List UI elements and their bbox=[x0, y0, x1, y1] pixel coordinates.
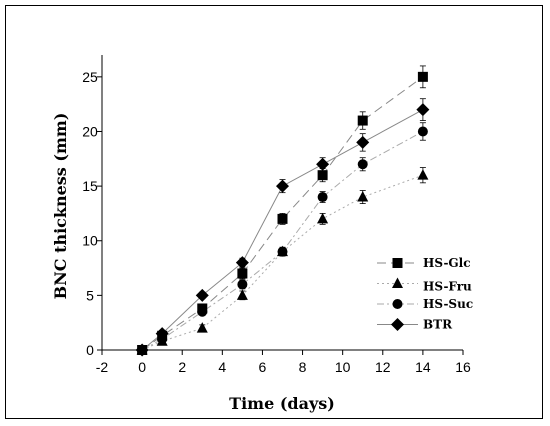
y-tick-label: 5 bbox=[86, 287, 94, 303]
data-point-hs-suc bbox=[277, 246, 288, 257]
data-point-hs-fru bbox=[417, 169, 429, 180]
legend-marker-hs-suc bbox=[392, 299, 403, 309]
data-point-hs-suc bbox=[237, 279, 248, 290]
data-point-btr bbox=[135, 343, 149, 357]
data-point-btr bbox=[276, 179, 289, 193]
x-axis-title: Time (days) bbox=[229, 394, 335, 413]
x-tick-label: 14 bbox=[415, 359, 431, 375]
y-tick-label: 0 bbox=[86, 342, 94, 358]
legend-label-hs-fru: HS-Fru bbox=[423, 280, 472, 294]
x-tick-label: 10 bbox=[335, 359, 351, 375]
series-line-hs-glc bbox=[141, 76, 424, 351]
series-line-hs-suc bbox=[141, 131, 424, 351]
y-axis-title: BNC thickness (mm) bbox=[51, 113, 70, 300]
data-point-hs-fru bbox=[196, 322, 208, 333]
data-point-hs-suc bbox=[357, 159, 368, 170]
legend-label-btr: BTR bbox=[423, 318, 453, 332]
y-tick-label: 25 bbox=[82, 69, 98, 85]
data-point-hs-suc bbox=[417, 126, 428, 137]
data-point-hs-glc bbox=[317, 170, 328, 181]
legend-marker-hs-glc bbox=[392, 258, 403, 268]
data-point-hs-glc bbox=[357, 115, 368, 126]
data-point-hs-suc bbox=[317, 192, 328, 203]
x-tick-label: 12 bbox=[375, 359, 391, 375]
legend-marker-hs-fru bbox=[392, 277, 403, 288]
data-point-hs-suc bbox=[197, 306, 208, 317]
x-tick-label: 8 bbox=[299, 359, 307, 375]
data-point-hs-glc bbox=[237, 268, 248, 279]
data-point-btr bbox=[416, 103, 430, 117]
data-point-btr bbox=[316, 157, 330, 171]
y-tick-label: 10 bbox=[82, 233, 98, 249]
legend-label-hs-suc: HS-Suc bbox=[423, 297, 473, 311]
axes bbox=[101, 55, 463, 351]
data-point-btr bbox=[195, 288, 209, 302]
data-point-btr bbox=[235, 256, 249, 270]
series-line-hs-fru bbox=[141, 174, 424, 351]
legend-marker-btr bbox=[391, 318, 404, 331]
series-line-btr bbox=[141, 109, 424, 351]
x-tick-label: 2 bbox=[178, 359, 186, 375]
data-point-hs-fru bbox=[236, 289, 248, 300]
y-tick-label: 20 bbox=[82, 123, 98, 139]
data-point-btr bbox=[155, 327, 169, 341]
x-tick-label: 0 bbox=[138, 359, 146, 375]
series-lines bbox=[141, 76, 424, 351]
data-point-btr bbox=[356, 135, 370, 149]
x-tick-label: 16 bbox=[455, 359, 471, 375]
markers bbox=[135, 71, 430, 357]
legend-label-hs-glc: HS-Glc bbox=[423, 256, 471, 270]
data-point-hs-fru bbox=[357, 191, 369, 202]
legend: HS-Glc HS-Fru HS-Suc BTR bbox=[377, 256, 473, 332]
x-tick-label: -2 bbox=[96, 359, 109, 375]
data-point-hs-fru bbox=[317, 212, 329, 224]
x-tick-label: 4 bbox=[218, 359, 226, 375]
y-tick-label: 15 bbox=[82, 178, 98, 194]
x-tick-label: 6 bbox=[259, 359, 267, 375]
data-point-hs-glc bbox=[417, 71, 428, 82]
data-point-hs-glc bbox=[277, 213, 288, 224]
